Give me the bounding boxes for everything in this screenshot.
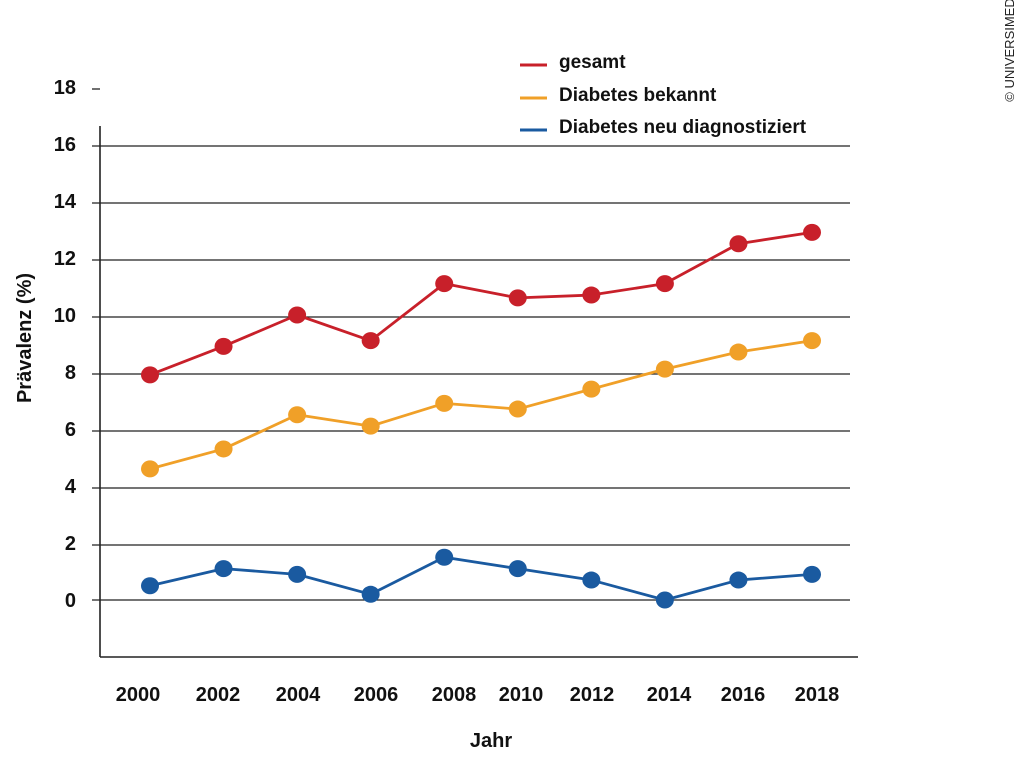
x-tick-label: 2008 [432, 684, 477, 706]
x-axis-title: Jahr [470, 730, 512, 752]
legend-label: Diabetes neu diagnostiziert [559, 117, 807, 138]
x-tick-label: 2006 [354, 684, 399, 706]
data-point [214, 560, 233, 578]
x-tick-label: 2012 [570, 684, 615, 706]
gridlines [92, 88, 850, 601]
x-tick-label: 2002 [196, 684, 241, 706]
data-point [361, 417, 380, 435]
x-tick-label: 2016 [721, 684, 766, 706]
data-point [361, 585, 380, 603]
data-point [141, 366, 159, 384]
series-lines [141, 223, 821, 609]
x-axis-ticks: 2000 2002 2004 2006 2008 2010 2012 2014 2016 2018 [116, 684, 840, 706]
data-point [141, 460, 159, 478]
series-line-1 [149, 230, 813, 377]
data-point [288, 565, 307, 583]
series-line-3 [149, 555, 813, 602]
data-point [729, 571, 748, 589]
data-point [803, 565, 821, 583]
y-tick-label: 12 [54, 248, 76, 270]
x-tick-label: 2014 [647, 684, 692, 706]
y-axis-ticks: 0 2 4 6 8 10 12 14 16 18 [54, 77, 77, 612]
y-tick-label: 2 [65, 533, 76, 555]
data-point [508, 400, 527, 418]
data-point [655, 360, 674, 378]
y-tick-label: 0 [65, 590, 76, 612]
x-tick-label: 2010 [499, 684, 544, 706]
data-point [508, 289, 527, 307]
data-point [582, 571, 601, 589]
data-point [141, 577, 159, 595]
x-tick-label: 2004 [276, 684, 321, 706]
data-point [288, 306, 307, 324]
y-tick-label: 16 [54, 134, 76, 156]
y-tick-label: 4 [65, 476, 77, 498]
legend-label: Diabetes bekannt [559, 85, 717, 106]
data-point [288, 406, 307, 424]
x-tick-label: 2000 [116, 684, 161, 706]
legend-label: gesamt [559, 52, 626, 73]
data-point [582, 286, 601, 304]
data-point [582, 380, 601, 398]
data-point [508, 560, 527, 578]
data-point [803, 223, 821, 241]
data-point [803, 332, 821, 350]
data-point [435, 548, 454, 566]
data-point [655, 591, 674, 609]
y-tick-label: 18 [54, 77, 76, 99]
axes [99, 126, 858, 658]
data-point [655, 275, 674, 293]
y-tick-label: 14 [54, 191, 77, 213]
series-line-2 [149, 339, 813, 471]
data-point [361, 332, 380, 350]
y-axis-title: Prävalenz (%) [14, 273, 36, 403]
y-tick-label: 10 [54, 305, 76, 327]
data-point [729, 235, 748, 253]
x-tick-label: 2018 [795, 684, 840, 706]
data-point [729, 343, 748, 361]
y-tick-label: 8 [65, 362, 76, 384]
y-tick-label: 6 [65, 419, 76, 441]
data-point [214, 337, 233, 355]
data-point [435, 394, 454, 412]
legend: gesamt Diabetes bekannt Diabetes neu diagn… [520, 52, 807, 138]
copyright-credit: © UNIVERSIMED [1002, 0, 1017, 102]
data-point [214, 440, 233, 458]
data-point [435, 275, 454, 293]
